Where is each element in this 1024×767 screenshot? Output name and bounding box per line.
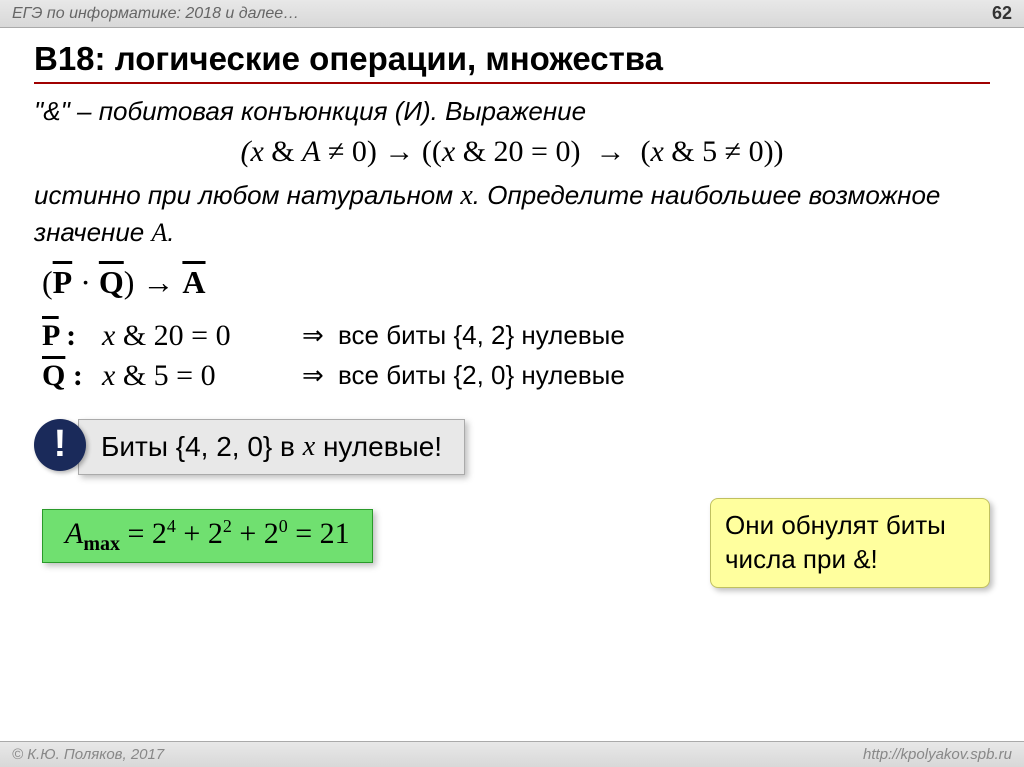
p-expr: x & 20 = 0 [102,319,302,353]
a-bar: A [182,264,205,300]
q-bar: Q [99,264,124,300]
footer-url: http://kpolyakov.spb.ru [863,746,1012,763]
p-bits-text: все биты {4, 2} нулевые [338,320,625,351]
arrow-icon: ⇒ [302,361,338,391]
intro-text: "&" – побитовая конъюнкция (И). Выражени… [34,94,990,129]
def-p-row: P : x & 20 = 0 ⇒ все биты {4, 2} нулевые [42,319,990,353]
q-expr: x & 5 = 0 [102,359,302,393]
p-label: P : [42,319,102,353]
a-var: A [65,517,83,550]
intro2-c: . [167,217,174,247]
p-bar: P [53,264,73,300]
main-formula: (x & A ≠ 0) → ((x & 20 = 0) → (x & 5 ≠ 0… [34,135,990,169]
page-number: 62 [992,3,1012,24]
header-bar: ЕГЭ по информатике: 2018 и далее… 62 [0,0,1024,28]
copyright: © К.Ю. Поляков, 2017 [12,746,164,763]
exclamation-icon: ! [34,419,86,471]
footer-bar: © К.Ю. Поляков, 2017 http://kpolyakov.sp… [0,741,1024,767]
a-var: A [151,218,167,247]
callout-row: ! Биты {4, 2, 0} в x нулевые! [34,419,990,475]
q-bits-text: все биты {2, 0} нулевые [338,360,625,391]
arrow-icon: ⇒ [302,321,338,351]
yellow-callout: Они обнулят биты числа при &! [710,498,990,588]
intro2-a: истинно при любом натуральном [34,180,460,210]
q-label: Q : [42,359,102,393]
gray-pre: Биты {4, 2, 0} в [101,431,295,463]
pq-implication: (P · Q) → A [42,264,990,301]
intro-text-2: истинно при любом натуральном x. Определ… [34,177,990,250]
x-var: x [460,180,472,211]
gray-callout: Биты {4, 2, 0} в x нулевые! [78,419,465,475]
definitions: P : x & 20 = 0 ⇒ все биты {4, 2} нулевые… [42,319,990,393]
gray-post: нулевые! [323,431,442,463]
page-title: B18: логические операции, множества [34,40,990,84]
x-var: x [303,431,315,463]
slide-content: B18: логические операции, множества "&" … [0,28,1024,563]
breadcrumb: ЕГЭ по информатике: 2018 и далее… [12,5,299,23]
answer-box: Amax = 24 + 22 + 20 = 21 [42,509,373,563]
def-q-row: Q : x & 5 = 0 ⇒ все биты {2, 0} нулевые [42,359,990,393]
